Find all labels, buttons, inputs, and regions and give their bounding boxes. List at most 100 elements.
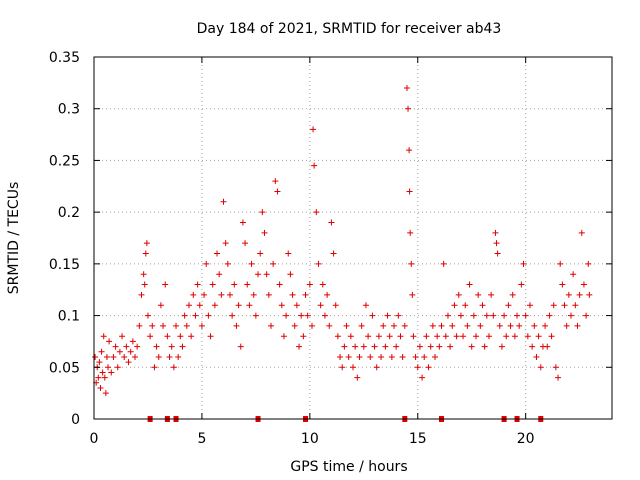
data-point (365, 333, 372, 340)
data-point (308, 322, 315, 329)
data-point (408, 260, 415, 267)
data-point (214, 250, 221, 257)
data-point (194, 281, 201, 288)
data-point (533, 353, 540, 360)
data-point (563, 322, 570, 329)
data-point (531, 322, 538, 329)
data-point (272, 178, 279, 185)
data-point (518, 281, 525, 288)
data-point (362, 302, 369, 309)
data-point (526, 302, 533, 309)
data-point (378, 353, 385, 360)
data-point (278, 302, 285, 309)
data-point (391, 322, 398, 329)
data-point (425, 364, 432, 371)
data-point (100, 333, 107, 340)
data-point (511, 333, 518, 340)
data-point (516, 322, 523, 329)
data-point (220, 198, 227, 205)
data-point (151, 364, 158, 371)
data-point (550, 302, 557, 309)
data-point (170, 364, 177, 371)
y-tick-label: 0.35 (49, 50, 80, 66)
data-point (481, 343, 488, 350)
data-point (514, 312, 521, 319)
data-point (455, 291, 462, 298)
data-point (585, 260, 592, 267)
data-point (419, 374, 426, 381)
y-tick-label: 0.1 (58, 309, 80, 325)
data-point (289, 291, 296, 298)
data-point (369, 312, 376, 319)
data-point (384, 312, 391, 319)
data-point (127, 348, 134, 355)
data-point (386, 333, 393, 340)
data-point (358, 322, 365, 329)
data-point (345, 353, 352, 360)
grid-layer (94, 57, 612, 419)
data-point (427, 343, 434, 350)
data-point (438, 322, 445, 329)
data-point (352, 343, 359, 350)
data-point (147, 333, 154, 340)
data-point (434, 333, 441, 340)
x-axis-label: GPS time / hours (290, 459, 407, 475)
data-point (140, 271, 147, 278)
data-point (337, 353, 344, 360)
data-point (160, 322, 167, 329)
data-point (451, 302, 458, 309)
data-point (157, 302, 164, 309)
data-point (99, 369, 106, 376)
data-point (403, 85, 410, 92)
data-point (246, 302, 253, 309)
data-point (129, 338, 136, 345)
data-point (485, 333, 492, 340)
data-point (462, 302, 469, 309)
data-point (498, 343, 505, 350)
data-point (244, 281, 251, 288)
data-point (557, 260, 564, 267)
data-point (393, 343, 400, 350)
data-point (96, 359, 103, 366)
data-point (196, 302, 203, 309)
data-point (242, 240, 249, 247)
data-point (496, 322, 503, 329)
data-point (116, 348, 123, 355)
data-point (494, 250, 501, 257)
data-point (201, 291, 208, 298)
data-point (302, 291, 309, 298)
y-axis-label: SRMTID / TECUs (6, 182, 22, 295)
data-point (222, 240, 229, 247)
data-point (162, 281, 169, 288)
data-point (209, 281, 216, 288)
data-point (317, 302, 324, 309)
data-point (339, 364, 346, 371)
data-point (576, 291, 583, 298)
data-point (453, 333, 460, 340)
data-point (409, 291, 416, 298)
data-point (328, 219, 335, 226)
data-point (276, 281, 283, 288)
data-point (473, 333, 480, 340)
data-point (572, 302, 579, 309)
data-point (252, 312, 259, 319)
data-point (580, 281, 587, 288)
data-point (185, 302, 192, 309)
data-point (177, 333, 184, 340)
data-point (360, 343, 367, 350)
data-point (190, 291, 197, 298)
data-point (259, 209, 266, 216)
data-point (211, 302, 218, 309)
data-point (565, 291, 572, 298)
data-point (401, 322, 408, 329)
data-point (183, 322, 190, 329)
data-point (475, 291, 482, 298)
data-point (192, 312, 199, 319)
data-point (466, 281, 473, 288)
data-point (330, 250, 337, 257)
data-point (410, 333, 417, 340)
data-point (114, 364, 121, 371)
y-tick-label: 0 (71, 412, 80, 428)
data-point (285, 250, 292, 257)
data-point (134, 343, 141, 350)
